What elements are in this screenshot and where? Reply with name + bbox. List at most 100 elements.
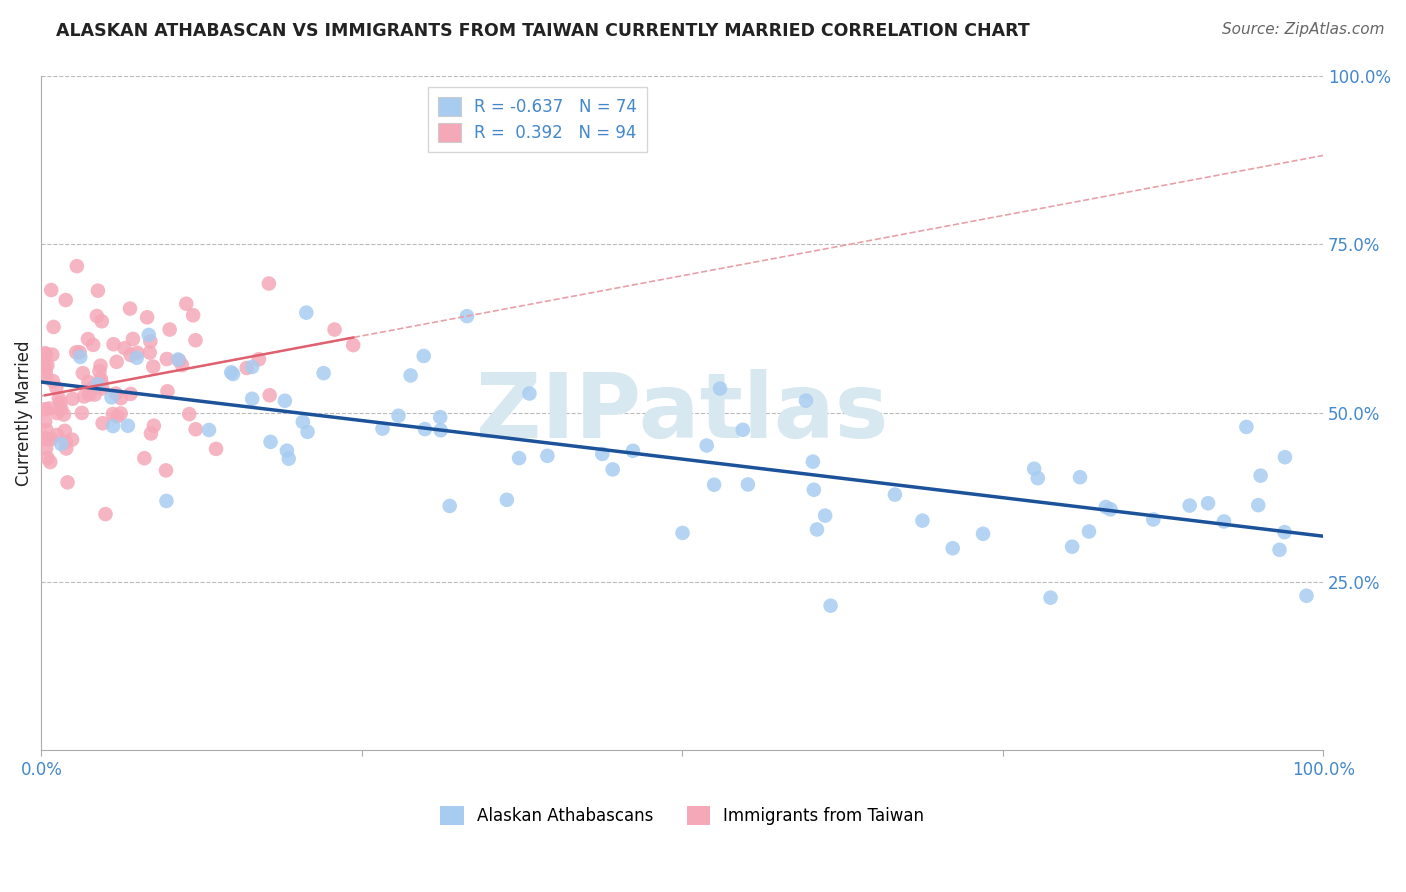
Point — [34, 359, 56, 373]
Point — [731, 423, 754, 437]
Point — [34, 431, 56, 445]
Point — [276, 443, 298, 458]
Point — [519, 386, 541, 401]
Point — [39, 283, 62, 297]
Point — [159, 322, 181, 336]
Point — [536, 449, 558, 463]
Point — [1178, 499, 1201, 513]
Point — [155, 463, 177, 477]
Point — [399, 368, 422, 383]
Point — [1250, 468, 1272, 483]
Point — [972, 526, 994, 541]
Point — [90, 372, 112, 386]
Point — [1142, 512, 1164, 526]
Point — [814, 508, 837, 523]
Point — [412, 349, 434, 363]
Point — [142, 418, 165, 433]
Point — [1247, 498, 1270, 512]
Point — [34, 414, 56, 428]
Point — [48, 392, 70, 406]
Point — [35, 442, 58, 456]
Point — [181, 308, 204, 322]
Point — [41, 432, 63, 446]
Point — [94, 507, 117, 521]
Point — [1268, 542, 1291, 557]
Point — [46, 406, 69, 420]
Point — [62, 392, 84, 406]
Point — [323, 322, 346, 336]
Point — [125, 351, 148, 365]
Point — [114, 341, 136, 355]
Point — [259, 434, 281, 449]
Point — [89, 359, 111, 373]
Point — [118, 301, 141, 316]
Point — [35, 423, 58, 437]
Point — [77, 387, 100, 401]
Point — [205, 442, 228, 456]
Point — [1026, 471, 1049, 485]
Point — [38, 401, 60, 416]
Point — [911, 514, 934, 528]
Point — [222, 367, 245, 381]
Point — [179, 407, 201, 421]
Point — [429, 423, 451, 437]
Point — [77, 332, 100, 346]
Point — [122, 332, 145, 346]
Point — [82, 381, 104, 395]
Point — [602, 462, 624, 476]
Point — [167, 352, 190, 367]
Point — [247, 352, 270, 367]
Point — [621, 443, 644, 458]
Point — [120, 387, 142, 401]
Point — [184, 333, 207, 347]
Point — [174, 297, 197, 311]
Point — [1274, 525, 1296, 540]
Point — [37, 433, 59, 447]
Point — [235, 361, 257, 376]
Point — [139, 426, 162, 441]
Point — [139, 334, 162, 349]
Point — [456, 309, 478, 323]
Point — [312, 366, 335, 380]
Point — [671, 525, 693, 540]
Point — [101, 407, 124, 421]
Point — [69, 345, 91, 359]
Point — [45, 381, 67, 395]
Point — [295, 306, 318, 320]
Point — [696, 438, 718, 452]
Point — [820, 599, 842, 613]
Point — [42, 320, 65, 334]
Point — [39, 455, 62, 469]
Point — [1024, 461, 1046, 475]
Text: ALASKAN ATHABASCAN VS IMMIGRANTS FROM TAIWAN CURRENTLY MARRIED CORRELATION CHART: ALASKAN ATHABASCAN VS IMMIGRANTS FROM TA… — [56, 22, 1031, 40]
Point — [274, 393, 297, 408]
Point — [439, 499, 461, 513]
Point — [55, 442, 77, 456]
Point — [105, 409, 128, 424]
Point — [87, 377, 110, 392]
Point — [37, 450, 59, 465]
Point — [87, 284, 110, 298]
Point — [35, 370, 58, 384]
Point — [101, 419, 124, 434]
Point — [104, 386, 127, 401]
Point — [105, 355, 128, 369]
Point — [342, 338, 364, 352]
Point — [55, 435, 77, 450]
Point — [91, 382, 114, 396]
Point — [591, 447, 613, 461]
Point — [51, 401, 73, 416]
Point — [66, 259, 89, 273]
Point — [35, 347, 58, 361]
Point — [259, 388, 281, 402]
Point — [1295, 589, 1317, 603]
Point — [56, 475, 79, 490]
Point — [883, 488, 905, 502]
Point — [77, 375, 100, 389]
Text: Source: ZipAtlas.com: Source: ZipAtlas.com — [1222, 22, 1385, 37]
Point — [794, 393, 817, 408]
Point — [90, 314, 112, 328]
Text: ZIPatlas: ZIPatlas — [477, 369, 889, 457]
Point — [429, 410, 451, 425]
Point — [86, 309, 108, 323]
